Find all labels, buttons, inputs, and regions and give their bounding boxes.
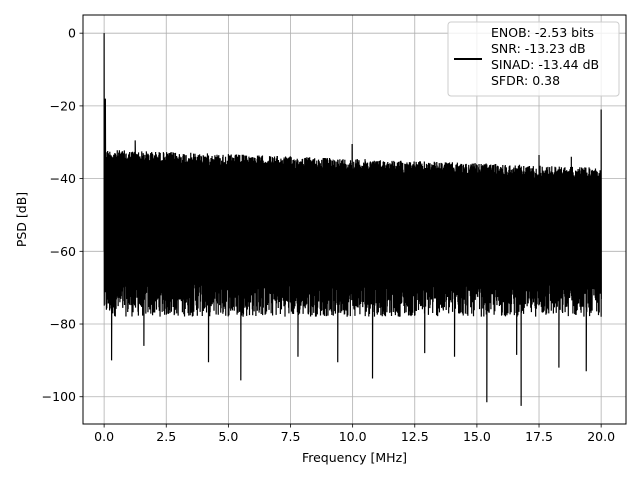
x-tick-label: 5.0 (218, 429, 238, 444)
x-tick-label: 20.0 (587, 429, 615, 444)
x-tick-label: 7.5 (281, 429, 301, 444)
legend: ENOB: -2.53 bits SNR: -13.23 dB SINAD: -… (447, 21, 620, 97)
legend-entry-sinad: SINAD: -13.44 dB (491, 57, 599, 72)
y-tick-label: −100 (42, 389, 76, 404)
y-axis-label: PSD [dB] (14, 192, 29, 247)
legend-box (447, 21, 620, 97)
legend-entry-sfdr: SFDR: 0.38 (491, 73, 560, 88)
y-tick-label: 0 (68, 26, 76, 41)
y-tick-label: −20 (50, 98, 76, 113)
y-tick-label: −40 (50, 171, 76, 186)
y-tick-label: −60 (50, 244, 76, 259)
x-tick-label: 12.5 (401, 429, 429, 444)
x-axis-label: Frequency [MHz] (302, 450, 407, 465)
axes-frame (82, 14, 627, 425)
x-tick-label: 17.5 (525, 429, 553, 444)
axis-ticks: 0.0 2.5 5.0 7.5 10.0 12.5 15.0 17.5 20.0 0 −20 −40 −… (42, 26, 615, 444)
x-tick-label: 0.0 (94, 429, 114, 444)
x-tick-label: 2.5 (156, 429, 176, 444)
x-tick-label: 10.0 (339, 429, 367, 444)
x-tick-label: 15.0 (463, 429, 491, 444)
psd-series-line (103, 33, 602, 406)
legend-entry-enob: ENOB: -2.53 bits (491, 25, 594, 40)
y-tick-label: −80 (50, 317, 76, 332)
plot-area (103, 33, 602, 406)
legend-entry-snr: SNR: -13.23 dB (491, 41, 586, 56)
